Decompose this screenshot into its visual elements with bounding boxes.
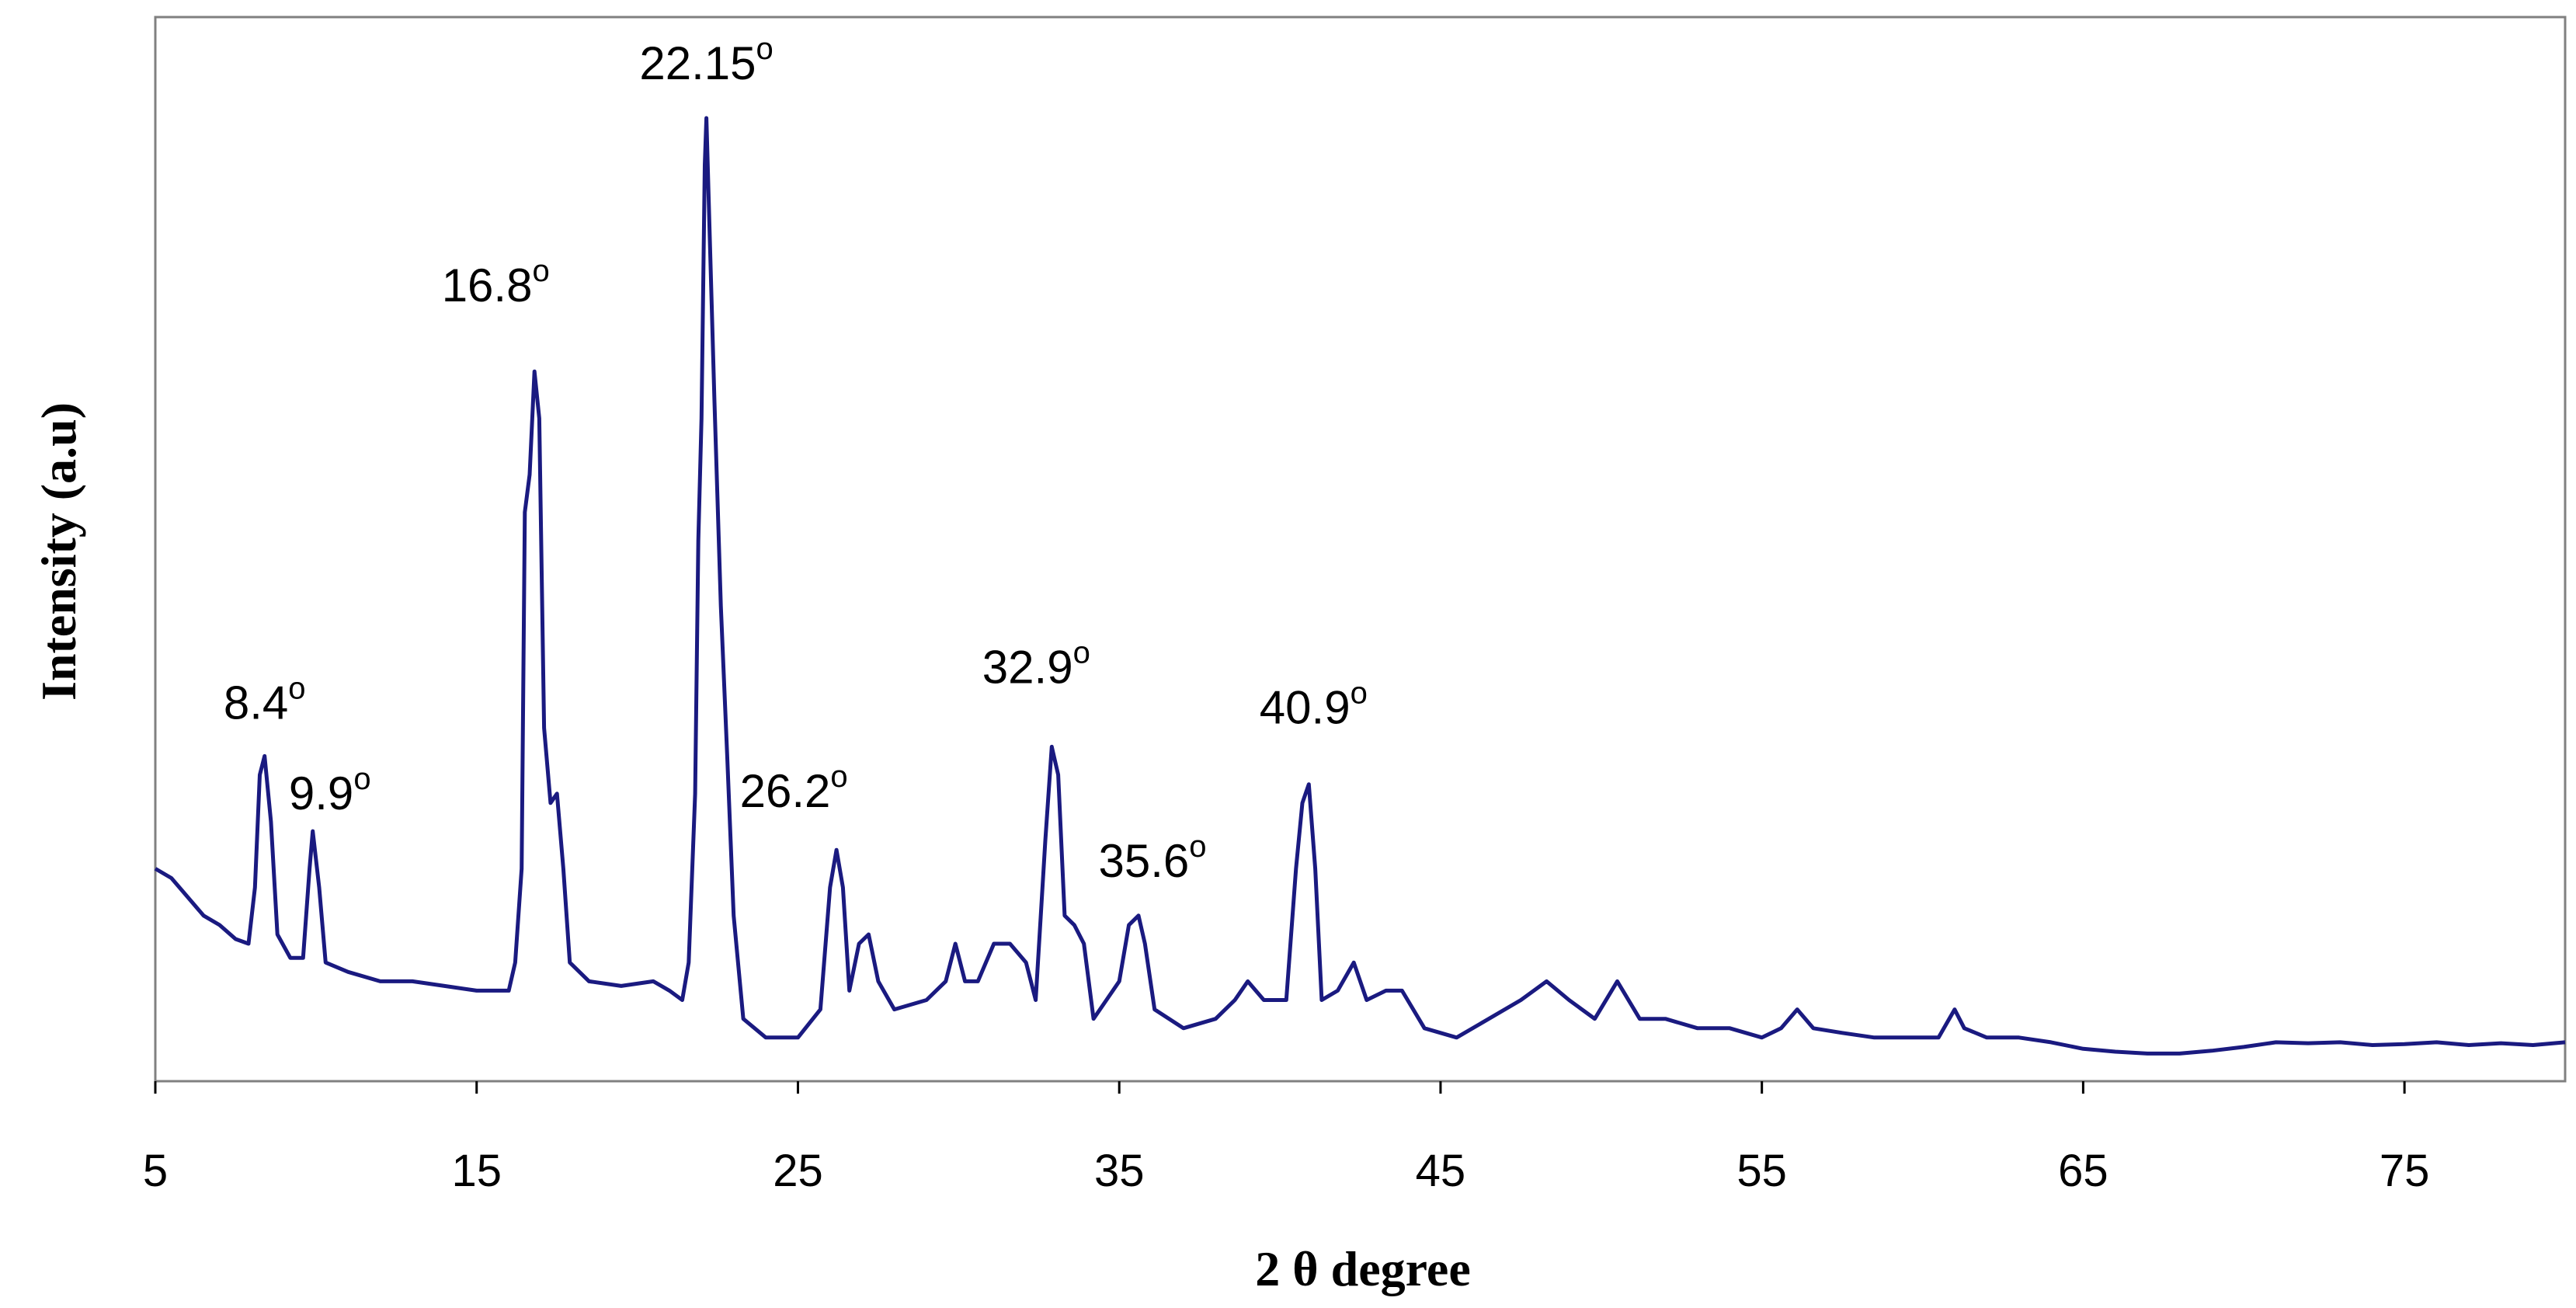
peak-label-value: 26.2 (740, 765, 831, 817)
peak-label-degree: o (1351, 677, 1368, 711)
peak-label-value: 35.6 (1099, 835, 1190, 887)
peak-label: 40.9o (1260, 677, 1368, 734)
peak-label: 22.15o (639, 32, 773, 89)
plot-border (154, 16, 2567, 1083)
peak-label-value: 9.9 (289, 767, 353, 819)
x-tick-label-65: 65 (2058, 1146, 2108, 1196)
x-tick-label-45: 45 (1416, 1146, 1466, 1196)
peak-label: 35.6o (1099, 830, 1207, 887)
peak-label: 32.9o (982, 635, 1090, 693)
peak-label-degree: o (532, 254, 549, 288)
peak-label-degree: o (1189, 830, 1206, 864)
plot-frame (154, 16, 2567, 1083)
peak-label-degree: o (830, 760, 847, 794)
x-tick-label-25: 25 (773, 1146, 823, 1196)
peak-label-degree: o (288, 671, 305, 705)
x-tick-label-55: 55 (1736, 1146, 1787, 1196)
x-axis-title: 2 θ degree (1255, 1241, 1470, 1296)
xrd-series-line (154, 116, 2566, 1056)
peak-label-degree: o (756, 32, 773, 66)
x-tick-label-75: 75 (2380, 1146, 2430, 1196)
peak-label-degree: o (353, 762, 370, 796)
x-tick-label-35: 35 (1094, 1146, 1145, 1196)
peak-label: 8.4o (224, 671, 306, 729)
series-layer (154, 116, 2566, 1056)
peak-label-value: 16.8 (442, 259, 533, 311)
x-tick-label-15: 15 (451, 1146, 502, 1196)
peak-label: 16.8o (442, 254, 550, 311)
peak-label-value: 22.15 (639, 37, 756, 89)
x-axis-tick-labels: 5 15 25 35 45 55 65 75 (143, 1146, 2430, 1196)
peak-label-value: 40.9 (1260, 682, 1351, 734)
peak-label-degree: o (1073, 635, 1090, 670)
x-axis-ticks (154, 1081, 2406, 1094)
peak-label: 9.9o (289, 762, 371, 819)
x-tick-label-5: 5 (143, 1146, 168, 1196)
peak-label-value: 32.9 (982, 641, 1073, 693)
peak-label-value: 8.4 (224, 677, 288, 729)
peak-label: 26.2o (740, 760, 848, 817)
y-axis-title: Intensity (a.u) (31, 402, 86, 701)
